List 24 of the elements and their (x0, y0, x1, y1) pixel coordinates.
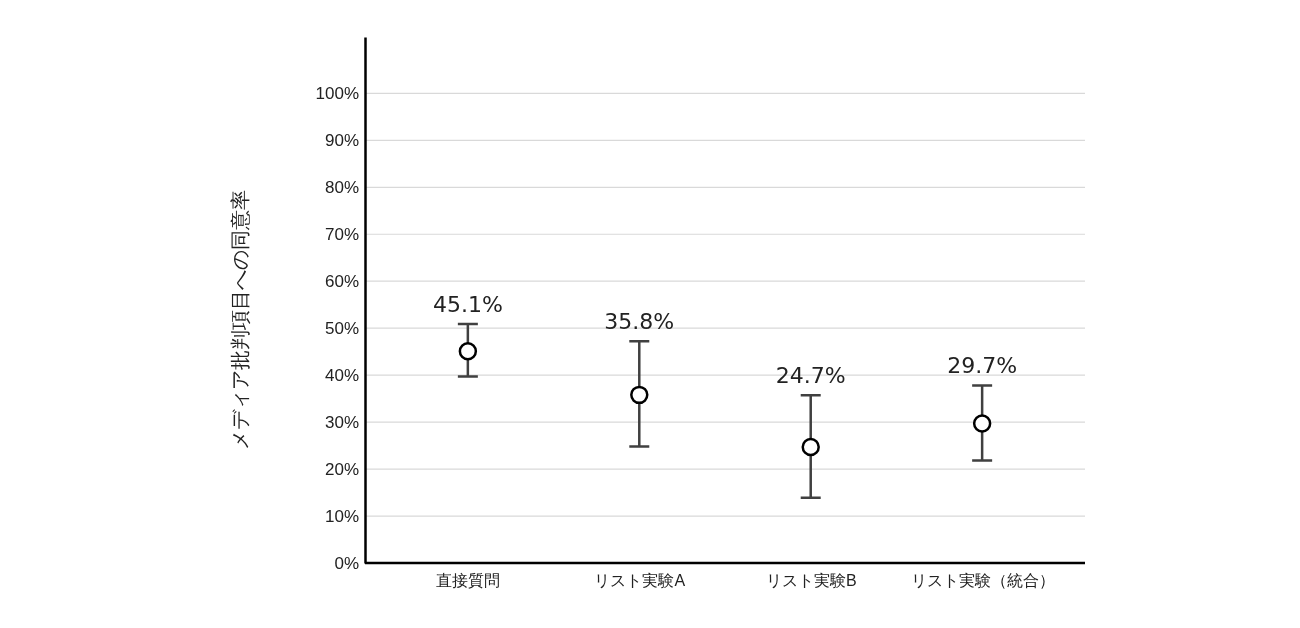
point (458, 341, 478, 361)
point (972, 414, 992, 433)
y-tick-label: 30% (324, 413, 359, 433)
x-tick-label: リスト実験A (594, 572, 686, 590)
data-label: 24.7% (775, 363, 846, 389)
y-tick-label: 10% (324, 506, 359, 526)
y-tick-label: 0% (334, 553, 359, 573)
data-label: 45.1% (432, 291, 503, 317)
x-tick-label: リスト実験B (765, 572, 857, 590)
y-axis-title: メディア批判項目への同意率 (228, 190, 252, 450)
y-tick-label: 40% (324, 366, 359, 386)
y-tick-label: 50% (324, 319, 359, 339)
data-label: 29.7% (947, 353, 1018, 379)
y-tick-label: 100% (315, 84, 359, 104)
y-tick-label: 70% (324, 225, 359, 245)
point (801, 437, 820, 457)
y-tick-label: 60% (324, 272, 359, 292)
x-tick-label: リスト実験（統合） (910, 572, 1055, 590)
data-label: 35.8% (604, 309, 675, 335)
y-tick-label: 90% (324, 131, 359, 151)
y-tick-label: 80% (324, 178, 359, 198)
point (630, 385, 649, 405)
x-tick-label: 直接質問 (436, 572, 501, 590)
y-tick-label: 20% (324, 460, 359, 480)
